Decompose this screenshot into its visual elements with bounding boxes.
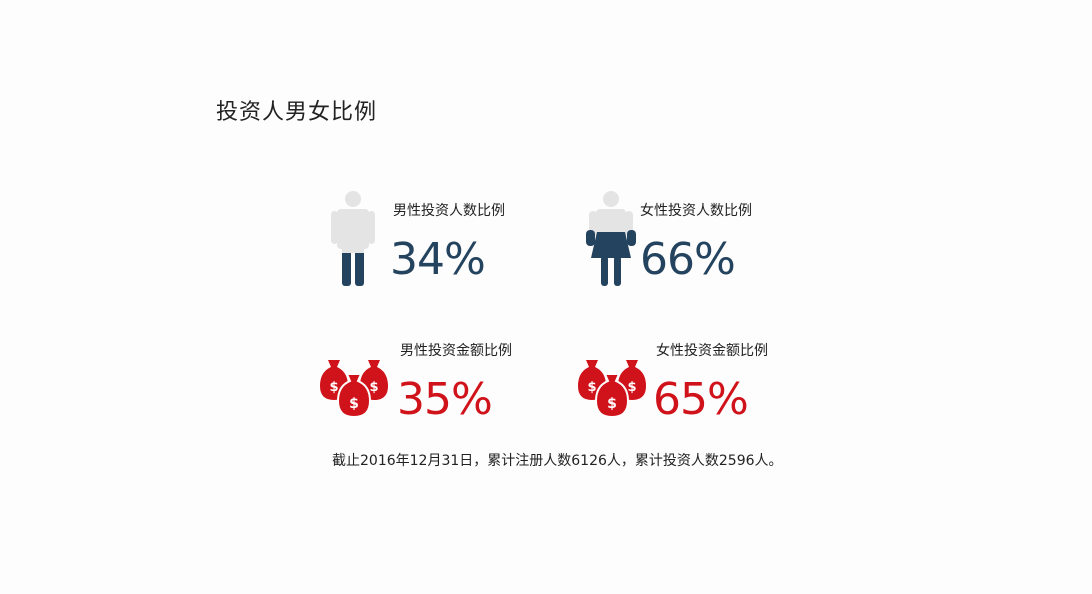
male-person-icon [331, 191, 375, 286]
svg-text:$: $ [369, 380, 378, 395]
stat-female-amount: $ $ $ 女性投资金额比例 65% [576, 340, 816, 430]
stat-label: 男性投资人数比例 [393, 203, 505, 219]
stat-label: 女性投资金额比例 [656, 343, 768, 359]
money-bags-icon: $ $ $ [320, 360, 388, 419]
svg-text:$: $ [627, 380, 636, 395]
stat-male-amount: $ $ $ 男性投资金额比例 35% [318, 340, 558, 430]
stat-value: 34% [390, 234, 486, 285]
stat-male-count: 男性投资人数比例 34% [330, 190, 550, 290]
stat-label: 女性投资人数比例 [640, 203, 752, 219]
page-title: 投资人男女比例 [216, 100, 378, 125]
stat-value: 35% [397, 374, 493, 425]
svg-text:$: $ [587, 380, 596, 395]
svg-text:$: $ [607, 396, 617, 412]
money-bags-icon: $ $ $ [578, 360, 646, 419]
female-person-icon [586, 191, 636, 286]
stat-label: 男性投资金额比例 [400, 343, 512, 359]
stat-female-count: 女性投资人数比例 66% [584, 190, 804, 290]
footnote: 截止2016年12月31日，累计注册人数6126人，累计投资人数2596人。 [332, 453, 783, 469]
svg-text:$: $ [349, 396, 359, 412]
stat-value: 66% [640, 234, 736, 285]
stat-value: 65% [653, 374, 749, 425]
svg-text:$: $ [329, 380, 338, 395]
